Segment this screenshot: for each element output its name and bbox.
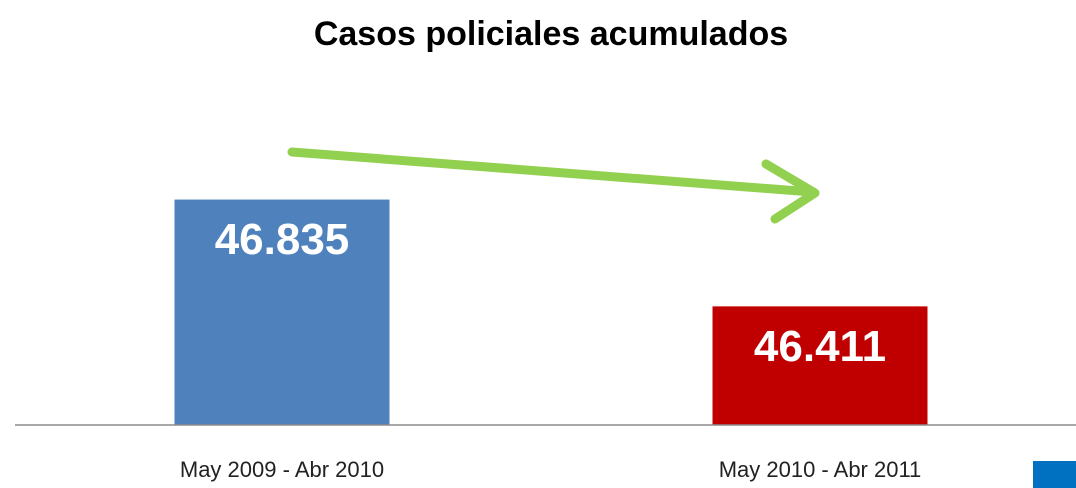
arrow-shaft — [287, 147, 817, 197]
x-tick-label: May 2010 - Abr 2011 — [719, 457, 922, 482]
x-tick-label: May 2009 - Abr 2010 — [180, 457, 384, 482]
chart-title: Casos policiales acumulados — [314, 15, 788, 53]
value-label: 46.835 — [215, 215, 350, 264]
corner-square — [1033, 461, 1076, 488]
value-label: 46.411 — [754, 322, 886, 371]
bar — [174, 199, 390, 425]
arrow-head — [761, 159, 820, 224]
trend-arrow — [287, 147, 820, 224]
bar — [712, 306, 928, 425]
